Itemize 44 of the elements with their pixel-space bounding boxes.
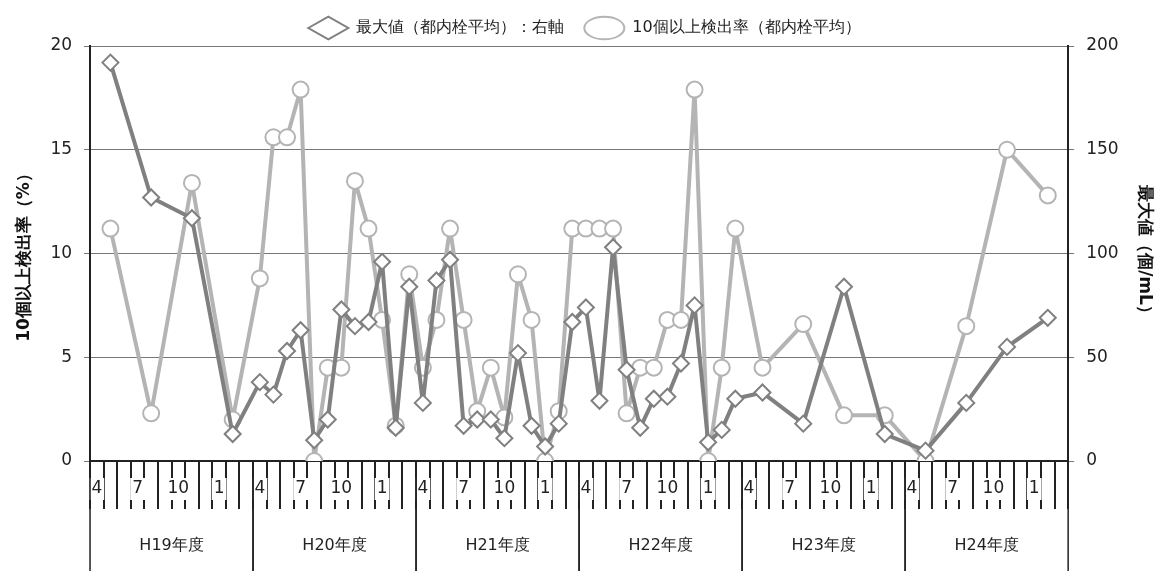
text: H24年度 bbox=[954, 535, 1019, 555]
text: H20年度 bbox=[302, 535, 367, 555]
y2-tick-label: 150 bbox=[1086, 138, 1119, 159]
y2-axis-title: 最大値（個/mL） bbox=[1136, 184, 1157, 322]
x-tick-label: 10 bbox=[656, 477, 679, 498]
x-tick-label: 1 bbox=[213, 477, 225, 498]
y-tick-label: 5 bbox=[61, 345, 73, 366]
x-tick-label: 4 bbox=[91, 477, 103, 498]
y-tick-label: 15 bbox=[50, 138, 73, 159]
x-tick-label: 1 bbox=[1028, 477, 1040, 498]
x-tick-label: 10 bbox=[819, 477, 842, 498]
x-tick-label: 4 bbox=[254, 477, 266, 498]
y-axis-title: 10個以上検出率（%） bbox=[12, 165, 33, 342]
x-tick-label: 7 bbox=[458, 477, 470, 498]
x-tick-label: 7 bbox=[947, 477, 959, 498]
x-tick-label: 4 bbox=[417, 477, 429, 498]
x-tick-label: 10 bbox=[493, 477, 516, 498]
x-tick-label: 1 bbox=[376, 477, 388, 498]
x-tick-label: 7 bbox=[621, 477, 633, 498]
x-tick-label: 1 bbox=[702, 477, 714, 498]
x-tick-label: 7 bbox=[132, 477, 143, 498]
text: H21年度 bbox=[465, 535, 530, 555]
legend-label: 10個以上検出率（都内栓平均） bbox=[632, 17, 861, 37]
x-tick-label: 1 bbox=[539, 477, 551, 498]
x-tick-label: 10 bbox=[167, 477, 190, 498]
text: H23年度 bbox=[791, 535, 856, 555]
legend-label: 最大値（都内栓平均）：右軸 bbox=[356, 17, 565, 37]
y-tick-label: 20 bbox=[50, 34, 73, 55]
y2-tick-label: 200 bbox=[1086, 34, 1119, 55]
text: H19年度 bbox=[139, 535, 204, 555]
x-tick-label: 1 bbox=[865, 477, 877, 498]
x-tick-label: 4 bbox=[743, 477, 755, 498]
x-tick-label: 10 bbox=[330, 477, 353, 498]
y2-tick-label: 0 bbox=[1086, 449, 1097, 470]
text: H22年度 bbox=[628, 535, 693, 555]
y2-tick-label: 100 bbox=[1086, 241, 1119, 262]
y-tick-label: 0 bbox=[61, 449, 73, 470]
x-tick-label: 10 bbox=[982, 477, 1005, 498]
x-tick-label: 4 bbox=[580, 477, 592, 498]
x-tick-label: 4 bbox=[906, 477, 918, 498]
x-tick-label: 7 bbox=[784, 477, 796, 498]
y-tick-label: 10 bbox=[50, 241, 73, 262]
x-tick-label: 7 bbox=[295, 477, 307, 498]
y2-tick-label: 50 bbox=[1086, 345, 1108, 366]
